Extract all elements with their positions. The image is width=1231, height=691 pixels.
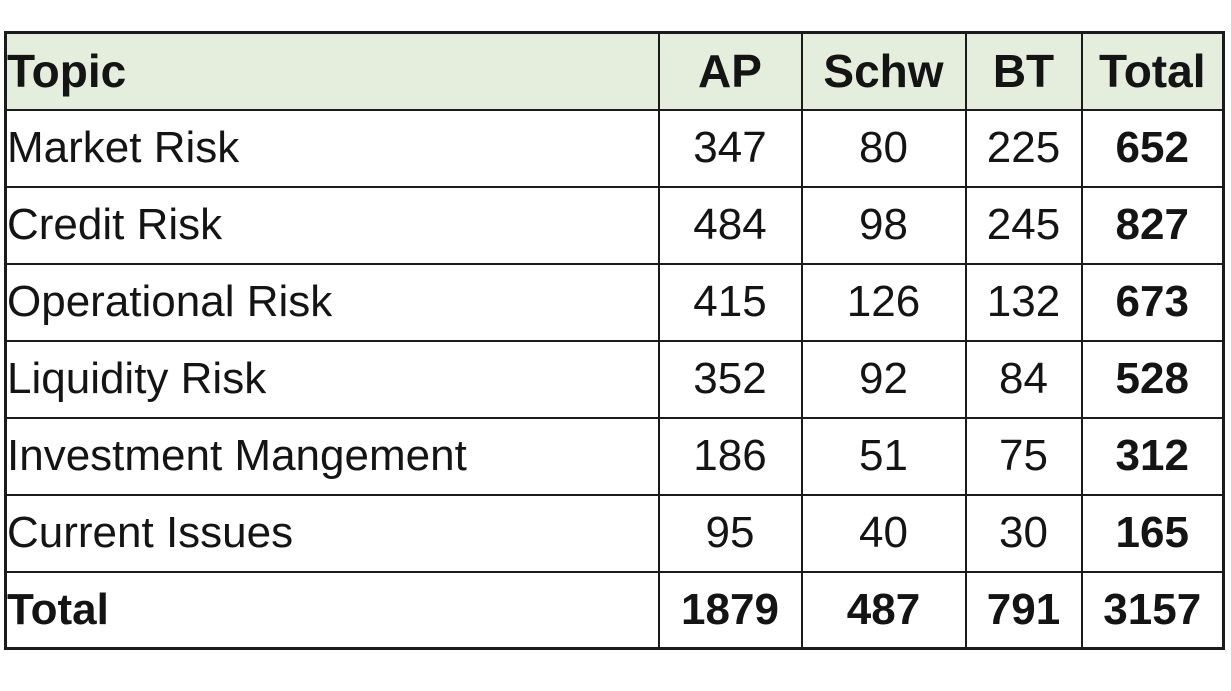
bt-cell: 132 [964, 262, 1083, 342]
total-cell: 3157 [1080, 570, 1225, 650]
bt-cell: 30 [964, 493, 1083, 573]
table-header: Topic AP Schw BT Total [4, 31, 1225, 111]
topic-cell: Credit Risk [4, 185, 660, 265]
header-row: Topic AP Schw BT Total [4, 31, 1225, 111]
total-cell: 165 [1080, 493, 1225, 573]
header-bt: BT [964, 31, 1083, 111]
topic-cell: Market Risk [4, 108, 660, 188]
bt-cell: 225 [964, 108, 1083, 188]
header-ap: AP [657, 31, 803, 111]
table-row: Operational Risk 415 126 132 673 [4, 262, 1225, 342]
ap-cell: 484 [657, 185, 803, 265]
risk-topics-table: Topic AP Schw BT Total Market Risk 347 80 2… [4, 31, 1225, 650]
schw-cell: 126 [800, 262, 967, 342]
table-row: Current Issues 95 40 30 165 [4, 493, 1225, 573]
schw-cell: 80 [800, 108, 967, 188]
table-row: Market Risk 347 80 225 652 [4, 108, 1225, 188]
header-total: Total [1080, 31, 1225, 111]
total-cell: 312 [1080, 416, 1225, 496]
table-body: Market Risk 347 80 225 652 Credit Risk 484 98 24… [4, 108, 1225, 650]
topic-cell: Liquidity Risk [4, 339, 660, 419]
topic-cell: Total [4, 570, 660, 650]
header-schw: Schw [800, 31, 967, 111]
total-cell: 827 [1080, 185, 1225, 265]
bt-cell: 245 [964, 185, 1083, 265]
topic-cell: Operational Risk [4, 262, 660, 342]
table-row: Investment Mangement 186 51 75 312 [4, 416, 1225, 496]
topic-cell: Current Issues [4, 493, 660, 573]
total-cell: 528 [1080, 339, 1225, 419]
topic-cell: Investment Mangement [4, 416, 660, 496]
schw-cell: 98 [800, 185, 967, 265]
schw-cell: 51 [800, 416, 967, 496]
ap-cell: 352 [657, 339, 803, 419]
ap-cell: 1879 [657, 570, 803, 650]
schw-cell: 40 [800, 493, 967, 573]
header-topic: Topic [4, 31, 660, 111]
bt-cell: 75 [964, 416, 1083, 496]
table-row: Liquidity Risk 352 92 84 528 [4, 339, 1225, 419]
bt-cell: 84 [964, 339, 1083, 419]
ap-cell: 95 [657, 493, 803, 573]
schw-cell: 487 [800, 570, 967, 650]
bt-cell: 791 [964, 570, 1083, 650]
total-cell: 652 [1080, 108, 1225, 188]
table-row: Total 1879 487 791 3157 [4, 570, 1225, 650]
schw-cell: 92 [800, 339, 967, 419]
table-row: Credit Risk 484 98 245 827 [4, 185, 1225, 265]
ap-cell: 415 [657, 262, 803, 342]
ap-cell: 186 [657, 416, 803, 496]
ap-cell: 347 [657, 108, 803, 188]
total-cell: 673 [1080, 262, 1225, 342]
